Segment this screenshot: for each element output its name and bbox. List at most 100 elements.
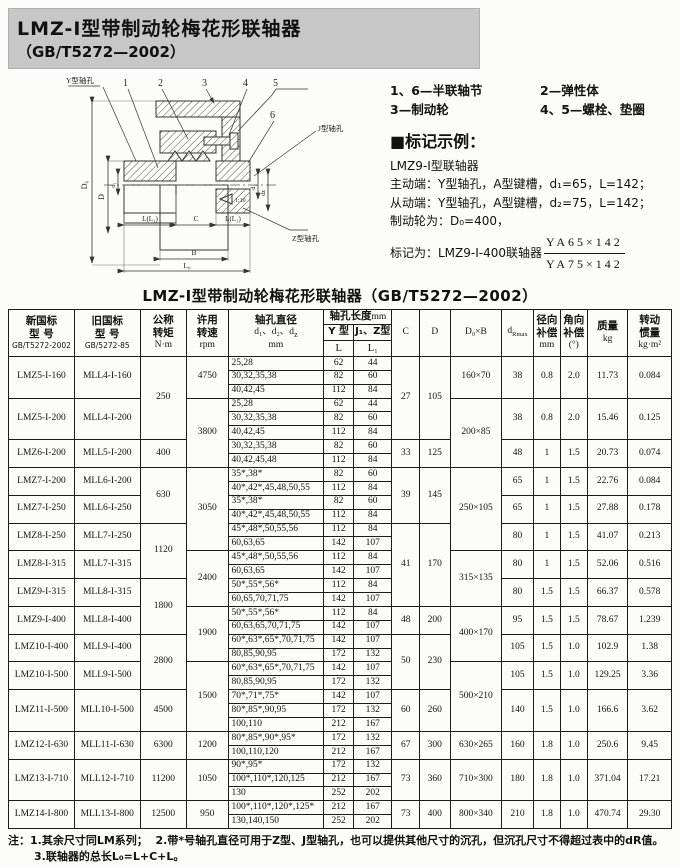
table-cell: 12500	[139, 800, 188, 830]
dim-d0-label: D₀	[80, 181, 89, 190]
table-cell: 0.8	[532, 397, 561, 441]
table-cell: 1.5	[559, 494, 588, 524]
table-cell: 25,28	[227, 355, 325, 371]
table-cell: 2.0	[559, 355, 588, 399]
table-row: LMZ7-I-200 MLL6-I-200 630 3050 35*,38* 82 60 39…	[8, 466, 672, 552]
table-cell: 60	[353, 494, 393, 510]
col-header-angular: 角向 补偿 (°)	[559, 309, 588, 357]
table-cell: 20.73	[586, 439, 629, 468]
table-cell: 202	[353, 814, 393, 830]
table-cell: 84	[353, 480, 393, 496]
table-cell: 80,85,90,95	[227, 647, 325, 663]
table-cell: 112	[323, 480, 355, 496]
table-cell: 40*,42*,45,48,50,55	[227, 508, 325, 524]
marking-example-heading: ■标记示例：	[390, 131, 486, 151]
table-cell: MLL7-I-250	[73, 522, 141, 552]
table-row: LMZ8-I-250 MLL7-I-250 1120 45*,48*,50,55,56…	[8, 522, 672, 607]
table-cell: 95	[501, 605, 534, 635]
dim-dz-label: dz	[260, 190, 267, 196]
table-cell: 100,110,120	[227, 744, 325, 760]
table-cell: 400×170	[449, 605, 503, 663]
table-cell: MLL6-I-250	[73, 494, 141, 524]
table-cell: MLL11-I-630	[73, 730, 141, 760]
table-cell: 62	[323, 355, 355, 371]
table-cell: 212	[323, 744, 355, 760]
header-row: 新国标型 号 GB/T5272-2002 旧国标型 号 GB/5272-85 公…	[8, 309, 672, 357]
marking-line: 标记为：LMZ9-Ⅰ-400联轴器	[390, 245, 542, 260]
table-cell: 100*,110*,120,125	[227, 772, 325, 788]
table-cell: 167	[353, 744, 393, 760]
note-line-2: 3.联轴器的总长L₀=L+C+L。	[34, 850, 185, 864]
table-cell: 82	[323, 467, 355, 482]
table-cell: 230	[419, 633, 451, 691]
col-header-L1: L₁	[353, 339, 393, 357]
table-row: 40,42,45 112 84	[9, 383, 672, 399]
part-number: 6	[270, 110, 275, 121]
table-cell: 170	[419, 522, 451, 607]
table-cell: 167	[353, 717, 393, 732]
table-cell: 132	[353, 647, 393, 663]
table-cell: 1.8	[532, 730, 561, 760]
table-cell: 0.084	[627, 467, 672, 496]
table-cell: 400	[139, 439, 188, 468]
table-cell: 3800	[186, 397, 229, 469]
table-cell: 142	[323, 564, 355, 580]
table-cell: 27	[391, 355, 420, 441]
y-bore-label: Y型轴孔	[66, 75, 94, 85]
table-row: LMZ9-I-315 MLL8-I-315 1800 50*,55*,56* 112 84…	[8, 578, 672, 635]
table-cell: 70*,71*,75*	[227, 689, 325, 705]
col-header-c: C	[391, 309, 420, 357]
table-cell: LMZ8-I-250	[8, 522, 75, 552]
table-cell: 50*,55*,56*	[227, 605, 325, 621]
table-cell: LMZ6-I-200	[8, 439, 75, 468]
table-cell: 260	[419, 689, 451, 732]
table-row: LMZ10-I-500 MLL9-I-500 1500 60*,63*,65*,70,…	[8, 661, 672, 732]
table-cell: 1	[532, 550, 561, 580]
table-cell: 80	[501, 522, 534, 552]
table-cell: 132	[353, 730, 393, 746]
table-cell: MLL12-I-710	[73, 758, 141, 802]
table-cell: LMZ5-I-160	[8, 355, 75, 399]
table-cell: 50*,55*,56*	[227, 578, 325, 594]
section-blocks	[123, 100, 251, 214]
dim-d1-label: d₁	[110, 182, 117, 188]
table-cell: 60,65,70,71,75	[227, 592, 325, 607]
table-cell: 180	[501, 758, 534, 802]
table-row: 80,85,90,95 172 132	[9, 647, 672, 663]
table-cell: 82	[323, 369, 355, 385]
info-column: 1、6—半联轴节 2—弹性体 3—制动轮 4、5—螺栓、垫圈 ■标记示例： LM…	[386, 73, 672, 281]
table-cell: 142	[323, 689, 355, 705]
table-cell: 35*,38*	[227, 467, 325, 482]
marking-line: 制动轮为：D₀=400，	[390, 214, 510, 229]
table-cell: 710×300	[449, 758, 503, 802]
dim-l0-label: L₀	[183, 261, 191, 270]
table-cell: MLL5-I-200	[73, 439, 141, 468]
table-cell: 60	[353, 439, 393, 455]
table-cell: 142	[323, 661, 355, 677]
table-cell: 107	[353, 564, 393, 580]
table-row: 100*,110*,120,125 212 167	[9, 772, 672, 788]
col-header-old-model: 旧国标型 号 GB/5272-85	[73, 309, 141, 357]
col-header-mass: 质量 kg	[586, 309, 629, 357]
dim-c-label: C	[193, 214, 198, 223]
table-cell: LMZ10-I-500	[8, 661, 75, 691]
table-cell: 0.213	[627, 522, 672, 552]
table-cell: 4750	[186, 355, 229, 399]
table-row: 40*,42*,45,48,50,55 112 84	[9, 508, 672, 524]
table-cell: 60,63,65	[227, 564, 325, 580]
table-cell: 2400	[186, 550, 229, 607]
table-row: LMZ5-I-160 MLL4-I-160 250 4750 25,28 62 44 27 10…	[8, 355, 672, 441]
table-cell: 107	[353, 661, 393, 677]
table-cell: MLL10-I-500	[73, 689, 141, 732]
table-cell: LMZ7-I-250	[8, 494, 75, 524]
header-row: L L₁	[9, 339, 672, 357]
table-cell: 52.06	[586, 550, 629, 580]
part-number: 5	[273, 78, 278, 89]
table-cell: 1	[532, 494, 561, 524]
table-cell: 44	[353, 397, 393, 413]
table-cell: 1.5	[559, 439, 588, 468]
legend-item: 2—弹性体	[540, 83, 599, 98]
marking-line: 从动端：Y型轴孔，A型键槽，d₂=75，L=142；	[390, 195, 651, 210]
table-cell: 107	[353, 689, 393, 705]
table-cell: LMZ8-I-315	[8, 550, 75, 580]
